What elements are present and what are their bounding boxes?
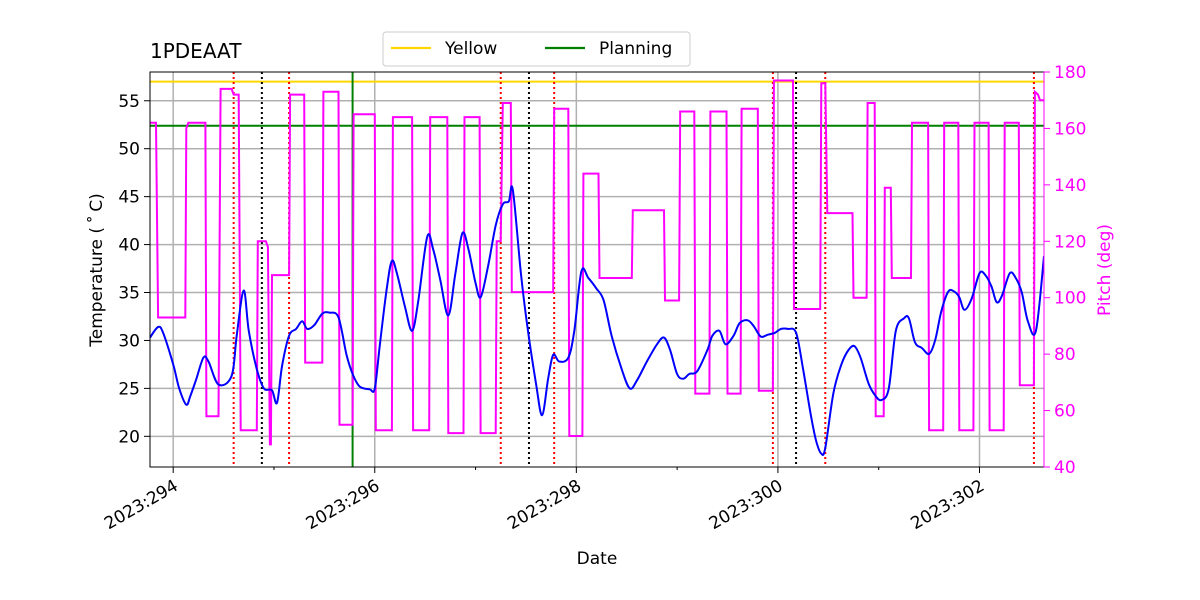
y-tick-label: 25 bbox=[118, 379, 140, 399]
y-tick-label: 35 bbox=[118, 284, 140, 304]
y-tick-label: 40 bbox=[118, 236, 140, 256]
y-axis-label: Temperature ( ˚ C) bbox=[86, 193, 107, 348]
y2-tick-label: 40 bbox=[1054, 458, 1076, 478]
legend: Yellow Planning bbox=[382, 31, 691, 67]
x-axis-label: Date bbox=[577, 549, 618, 569]
y2-tick-label: 100 bbox=[1054, 289, 1086, 309]
left-y-axis: 20 25 30 35 40 45 50 55 bbox=[118, 92, 150, 447]
grid-lines bbox=[150, 72, 1044, 467]
chart-title: 1PDEAAT bbox=[150, 39, 242, 63]
y-tick-label: 30 bbox=[118, 331, 140, 351]
right-y-axis: 40 60 80 100 120 140 160 180 bbox=[1044, 63, 1086, 478]
y2-tick-label: 160 bbox=[1054, 119, 1086, 139]
y-tick-label: 45 bbox=[118, 188, 140, 208]
legend-label-yellow: Yellow bbox=[444, 39, 497, 59]
pitch-series-line bbox=[150, 79, 1044, 446]
temperature-series-line bbox=[150, 185, 1044, 456]
y2-tick-label: 60 bbox=[1054, 402, 1076, 422]
y2-tick-label: 120 bbox=[1054, 232, 1086, 252]
y-tick-label: 20 bbox=[118, 427, 140, 447]
data-series bbox=[150, 79, 1044, 456]
y-tick-label: 50 bbox=[118, 140, 140, 160]
y2-axis-label: Pitch (deg) bbox=[1095, 224, 1115, 316]
legend-box bbox=[382, 31, 691, 67]
legend-label-planning: Planning bbox=[599, 39, 672, 59]
y2-tick-label: 180 bbox=[1054, 63, 1086, 83]
y2-tick-label: 80 bbox=[1054, 345, 1076, 365]
y-tick-label: 55 bbox=[118, 92, 140, 112]
y2-tick-label: 140 bbox=[1054, 176, 1086, 196]
